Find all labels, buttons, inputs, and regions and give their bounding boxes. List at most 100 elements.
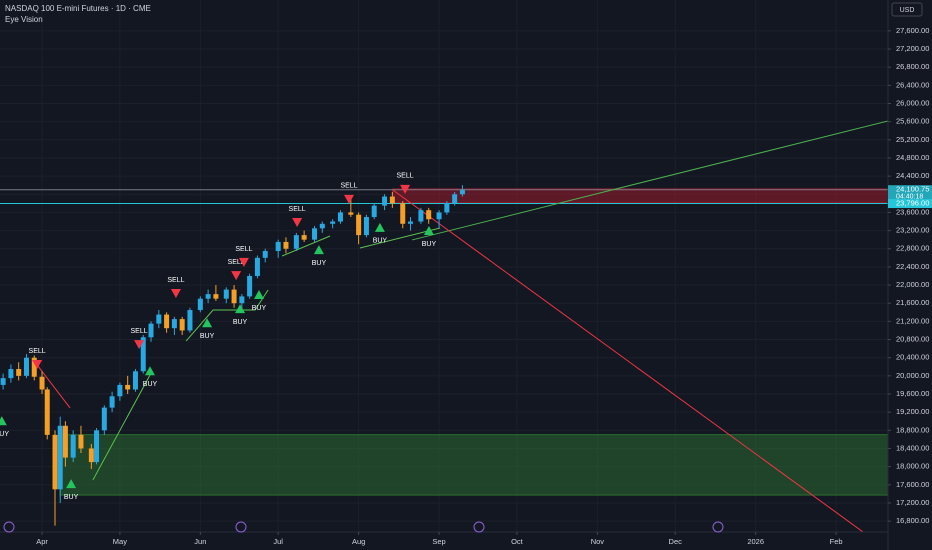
sell-marker xyxy=(32,360,43,370)
zone xyxy=(59,434,888,496)
candle-body xyxy=(62,425,68,458)
candle-body xyxy=(148,323,154,338)
candle-body xyxy=(156,314,162,324)
candle-body xyxy=(8,369,14,379)
candle-body xyxy=(301,235,307,240)
buy-marker xyxy=(144,366,155,376)
buy-marker xyxy=(66,479,77,489)
sell-marker xyxy=(170,289,181,299)
trend-line xyxy=(92,374,151,481)
candle-body xyxy=(231,289,237,304)
candle-body xyxy=(319,223,325,229)
candle-body xyxy=(164,314,170,329)
candle-body xyxy=(293,235,299,249)
candle-body xyxy=(132,371,138,390)
price-label-box xyxy=(888,185,932,202)
buy-label: BUY xyxy=(0,431,9,438)
y-tick-label: 22,400.00 xyxy=(896,262,929,271)
sell-marker xyxy=(238,257,249,267)
candle-body xyxy=(187,310,193,331)
event-icon[interactable] xyxy=(712,521,724,533)
candle-body xyxy=(262,251,268,258)
candle-body xyxy=(88,448,94,463)
y-tick-label: 25,200.00 xyxy=(896,135,929,144)
candle-body xyxy=(356,214,362,236)
event-icon[interactable] xyxy=(235,521,247,533)
candle-body xyxy=(337,212,343,222)
buy-label: BUY xyxy=(312,260,327,267)
buy-label: BUY xyxy=(200,333,215,340)
y-tick-label: 21,600.00 xyxy=(896,298,929,307)
timeline-icons xyxy=(3,521,724,533)
candle-body xyxy=(179,319,185,331)
candle-body xyxy=(459,189,465,195)
zone xyxy=(391,188,888,204)
sell-marker xyxy=(292,217,303,227)
sell-marker xyxy=(231,271,242,281)
trend-line xyxy=(185,289,269,342)
y-tick-label: 24,800.00 xyxy=(896,153,929,162)
indicator-name: Eye Vision xyxy=(5,15,43,24)
x-tick-label: Sep xyxy=(432,537,445,546)
y-tick-label: 19,600.00 xyxy=(896,389,929,398)
trend-line xyxy=(392,189,864,532)
trend-line xyxy=(411,120,888,241)
price-countdown: 04:40:18 xyxy=(896,194,923,201)
candle-body xyxy=(426,210,432,220)
y-tick-label: 18,800.00 xyxy=(896,425,929,434)
y-tick-label: 18,400.00 xyxy=(896,443,929,452)
candle-body xyxy=(125,384,131,390)
y-tick-label: 26,800.00 xyxy=(896,62,929,71)
sell-marker xyxy=(134,340,145,350)
y-tick-label: 25,600.00 xyxy=(896,117,929,126)
buy-marker xyxy=(235,304,246,314)
candle-body xyxy=(418,210,424,222)
x-tick-label: May xyxy=(113,537,127,546)
buy-label: BUY xyxy=(143,381,158,388)
candle-body xyxy=(23,357,29,376)
y-tick-label: 22,800.00 xyxy=(896,244,929,253)
buy-label: BUY xyxy=(64,494,79,501)
x-tick-label: Jun xyxy=(194,537,206,546)
candle-body xyxy=(44,389,50,435)
y-tick-label: 27,200.00 xyxy=(896,44,929,53)
candle-body xyxy=(389,196,395,204)
chart-title: NASDAQ 100 E-mini Futures · 1D · CME xyxy=(5,4,151,13)
x-tick-label: Apr xyxy=(36,537,48,546)
buy-marker xyxy=(313,245,324,255)
candle-body xyxy=(283,241,289,249)
event-icon[interactable] xyxy=(3,521,15,533)
y-tick-label: 22,000.00 xyxy=(896,280,929,289)
candle-body xyxy=(70,434,76,458)
currency-button[interactable] xyxy=(891,2,923,17)
currency-label[interactable]: USD xyxy=(900,7,915,14)
candle-body xyxy=(400,203,406,224)
event-icon[interactable] xyxy=(473,521,485,533)
buy-label: BUY xyxy=(233,319,248,326)
candle-body xyxy=(16,369,22,376)
candle-body xyxy=(312,228,318,240)
candle-body xyxy=(223,289,229,299)
candle-body xyxy=(109,396,115,408)
sell-label: SELL xyxy=(235,246,252,253)
y-tick-label: 17,600.00 xyxy=(896,480,929,489)
y-tick-label: 26,400.00 xyxy=(896,80,929,89)
candle-body xyxy=(140,337,146,372)
candle-body xyxy=(31,357,37,377)
candle-body xyxy=(330,221,336,224)
y-tick-label: 18,000.00 xyxy=(896,462,929,471)
candle-body xyxy=(101,407,107,431)
candle-body xyxy=(254,257,260,276)
x-tick-label: Jul xyxy=(273,537,283,546)
candle-body xyxy=(239,296,245,304)
candle-body xyxy=(275,241,281,252)
sell-label: SELL xyxy=(167,277,184,284)
x-tick-label: Oct xyxy=(511,537,524,546)
candle-body xyxy=(52,434,58,490)
candle-body xyxy=(436,212,442,220)
axes: 16,800.00 17,200.00 17,600.00 18,000.00 18,4… xyxy=(36,26,932,546)
y-tick-label: 20,800.00 xyxy=(896,335,929,344)
